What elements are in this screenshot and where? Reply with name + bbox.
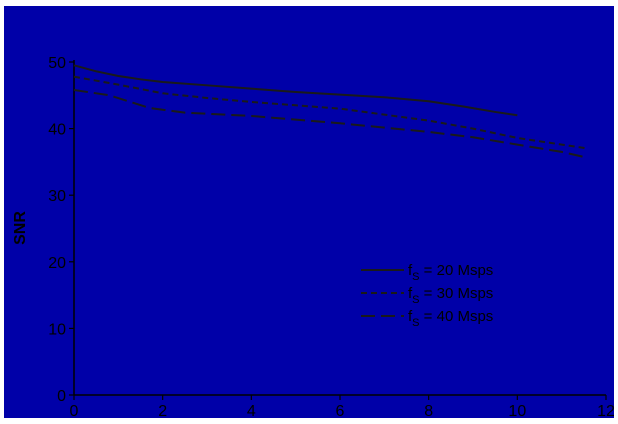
- legend-label-3: fS = 40 Msps: [408, 308, 493, 329]
- chart-area: 0 10 20 30 40 50 0 2 4 6 8 10 12 SNR fS = 20 Msps fS …: [4, 6, 614, 418]
- series-line-1: [73, 64, 518, 117]
- x-tick-label: 10: [508, 403, 526, 418]
- y-axis-label: SNR: [12, 211, 29, 245]
- x-tick-label: 4: [247, 403, 256, 418]
- series-line-2: [73, 75, 589, 150]
- legend-label-2: fS = 30 Msps: [408, 285, 493, 306]
- y-tick-label: 40: [48, 122, 66, 139]
- series-line-3: [73, 88, 589, 159]
- axes: [69, 60, 607, 400]
- x-tick-label: 6: [336, 403, 345, 418]
- x-tick-label: 2: [158, 403, 167, 418]
- y-tick-label: 0: [57, 388, 66, 405]
- x-tick-label: 0: [70, 403, 79, 418]
- legend-label-1: fS = 20 Msps: [408, 262, 493, 283]
- tick-labels: 0 10 20 30 40 50 0 2 4 6 8 10 12: [48, 55, 614, 418]
- x-tick-label: 12: [597, 403, 614, 418]
- y-tick-label: 20: [48, 255, 66, 272]
- x-tick-label: 8: [424, 403, 433, 418]
- y-tick-label: 50: [48, 55, 66, 72]
- y-tick-label: 10: [48, 321, 66, 338]
- y-tick-label: 30: [48, 188, 66, 205]
- series-lines: [73, 64, 589, 159]
